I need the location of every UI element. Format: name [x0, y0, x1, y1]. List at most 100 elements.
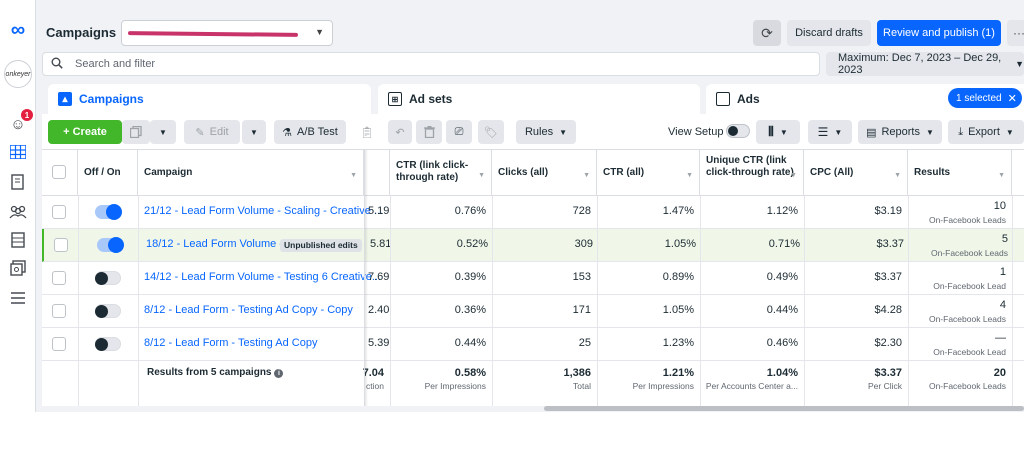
ab-test-label: A/B Test — [297, 126, 338, 138]
totals-label: Results from 5 campaigns i — [147, 367, 284, 378]
column-header-campaign[interactable]: Campaign ▼ — [138, 150, 364, 196]
campaigns-table-icon[interactable] — [6, 140, 30, 164]
trash-icon — [423, 126, 435, 138]
cpc-value: $2.30 — [874, 337, 902, 349]
menu-icon[interactable] — [6, 286, 30, 310]
cpc-value: $3.37 — [876, 238, 904, 250]
duplicate-button[interactable] — [122, 120, 150, 144]
column-header-cpc[interactable]: CPC (All) ▼ — [804, 150, 908, 196]
reports-button[interactable]: ▤ Reports ▼ — [858, 120, 942, 144]
media-library-icon[interactable] — [6, 256, 30, 280]
duplicate-icon — [130, 126, 142, 138]
table-row[interactable]: 21/12 - Lead Form Volume - Scaling - Cre… — [42, 196, 1024, 229]
notification-badge: 1 — [21, 109, 33, 121]
search-input[interactable] — [75, 56, 775, 72]
clipboard-button[interactable]: 📋︎ — [354, 120, 380, 144]
discard-drafts-button[interactable]: Discard drafts — [787, 20, 871, 46]
campaign-name-link[interactable]: 8/12 - Lead Form - Testing Ad Copy — [144, 337, 318, 349]
header-select-all-cell — [42, 150, 78, 196]
close-icon[interactable]: ✕ — [1007, 92, 1017, 105]
campaign-toggle[interactable] — [95, 204, 122, 220]
column-header-toggle[interactable]: Off / On — [78, 150, 138, 196]
campaign-toggle[interactable] — [95, 271, 121, 285]
tab-campaigns[interactable]: ▴ Campaigns — [48, 84, 371, 114]
info-icon[interactable]: i — [274, 369, 284, 378]
columns-icon: ⦀ — [768, 124, 774, 139]
reports-label: Reports — [881, 126, 920, 138]
ctr-link-value: 0.39% — [454, 271, 486, 283]
table-row[interactable]: 14/12 - Lead Form Volume - Testing 6 Cre… — [42, 262, 1024, 295]
more-options-button[interactable]: ··· — [1007, 20, 1024, 46]
ad-account-selector[interactable]: ▼ — [121, 20, 333, 46]
campaign-toggle[interactable] — [97, 237, 124, 253]
campaign-name-link[interactable]: 21/12 - Lead Form Volume - Scaling - Cre… — [144, 205, 384, 217]
column-header-clicks[interactable]: Clicks (all) ▼ — [492, 150, 597, 196]
duplicate-dropdown[interactable]: ▼ — [150, 120, 176, 144]
campaign-name-link[interactable]: 14/12 - Lead Form Volume - Testing 6 Cre… — [144, 271, 382, 283]
edit-button[interactable]: ✎ Edit — [184, 120, 240, 144]
breakdown-button[interactable]: ☰ ▼ — [808, 120, 852, 144]
totals-truncated-value: 7.04 — [362, 367, 384, 379]
ctr-all-value: 1.23% — [662, 337, 694, 349]
edit-dropdown[interactable]: ▼ — [242, 120, 266, 144]
results-type: On-Facebook Leads — [930, 248, 1008, 258]
audiences-icon[interactable] — [6, 200, 30, 224]
pages-icon[interactable] — [6, 170, 30, 194]
view-setup-label: View Setup — [668, 126, 724, 138]
column-header-ctr-link[interactable]: CTR (link click-through rate) ▼ — [390, 150, 492, 196]
ctr-all-value: 0.89% — [662, 271, 694, 283]
table-row[interactable]: 18/12 - Lead Form Volume - ... Unpublishe… — [42, 229, 1024, 262]
delete-button[interactable] — [416, 120, 442, 144]
export-label: Export — [968, 126, 1000, 138]
search-bar[interactable] — [42, 52, 820, 76]
campaign-toggle[interactable] — [95, 337, 121, 351]
refresh-button[interactable]: ⟳ — [753, 20, 781, 46]
ctr-all-value: 1.05% — [664, 238, 696, 250]
account-avatar-label: onkeyer — [5, 70, 31, 78]
row-checkbox[interactable] — [54, 238, 68, 252]
redacted-account-name — [127, 31, 299, 37]
notifications-icon[interactable]: ☺ 1 — [6, 109, 33, 136]
select-all-checkbox[interactable] — [52, 165, 66, 179]
preview-button[interactable]: ⎚ — [446, 120, 472, 144]
account-avatar[interactable]: onkeyer — [4, 60, 32, 88]
campaign-name-link[interactable]: 8/12 - Lead Form - Testing Ad Copy - Cop… — [144, 304, 353, 316]
unpublished-edits-badge: Unpublished edits — [280, 239, 362, 252]
column-header-results[interactable]: Results ▼ — [908, 150, 1012, 196]
review-and-publish-button[interactable]: Review and publish (1) — [877, 20, 1001, 46]
export-button[interactable]: ⤓ Export ▼ — [948, 120, 1024, 144]
cpc-value: $3.19 — [874, 205, 902, 217]
selection-chip[interactable]: 1 selected ✕ — [948, 88, 1022, 108]
campaigns-table: Off / On Campaign ▼ CTR (link click-thro… — [42, 150, 1024, 406]
chevron-down-icon: ▼ — [834, 127, 843, 137]
rules-button[interactable]: Rules ▼ — [516, 120, 576, 144]
column-header-unique-ctr[interactable]: Unique CTR (link click-through rate) ▼ — [700, 150, 804, 196]
undo-button[interactable]: ↶ — [388, 120, 412, 144]
view-setup-toggle[interactable] — [726, 124, 750, 138]
row-checkbox[interactable] — [52, 337, 66, 351]
row-checkbox[interactable] — [52, 205, 66, 219]
row-checkbox[interactable] — [52, 271, 66, 285]
campaign-toggle[interactable] — [95, 304, 121, 318]
create-button[interactable]: + Create — [48, 120, 122, 144]
table-row[interactable]: 8/12 - Lead Form - Testing Ad Copy - Cop… — [42, 295, 1024, 328]
meta-logo-icon[interactable]: ∞ — [10, 18, 26, 41]
column-header-cpc-label: CPC (All) — [810, 166, 854, 178]
columns-button[interactable]: ⦀ ▼ — [756, 120, 800, 144]
column-header-ctr-all[interactable]: CTR (all) ▼ — [597, 150, 700, 196]
ab-test-button[interactable]: ⚗ A/B Test — [274, 120, 346, 144]
frozen-column-edge — [364, 150, 365, 406]
results-value: — — [995, 332, 1006, 344]
row-checkbox[interactable] — [52, 304, 66, 318]
date-range-picker[interactable]: Maximum: Dec 7, 2023 – Dec 29, 2023 ▼ — [826, 52, 1024, 76]
ads-manager-app: ∞ onkeyer ☺ 1 Campaigns ▼ — [0, 0, 1024, 412]
tab-ad-sets[interactable]: ⊞ Ad sets — [378, 84, 700, 114]
sort-icon: ▼ — [686, 172, 693, 179]
tag-button[interactable]: 🏷︎ — [478, 120, 504, 144]
chevron-down-icon: ▼ — [559, 127, 568, 137]
horizontal-scrollbar[interactable] — [544, 406, 1024, 411]
campaign-name-link[interactable]: 18/12 - Lead Form Volume - ... — [146, 238, 296, 250]
table-row[interactable]: 8/12 - Lead Form - Testing Ad Copy 5.39 0.… — [42, 328, 1024, 361]
billing-icon[interactable] — [6, 228, 30, 252]
tab-campaigns-label: Campaigns — [79, 92, 144, 106]
